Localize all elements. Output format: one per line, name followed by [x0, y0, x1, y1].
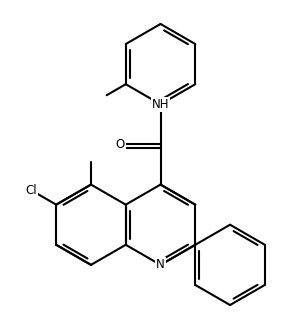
Text: N: N [156, 258, 165, 271]
Text: O: O [116, 138, 125, 151]
Text: Cl: Cl [25, 184, 37, 197]
Text: NH: NH [152, 98, 169, 111]
